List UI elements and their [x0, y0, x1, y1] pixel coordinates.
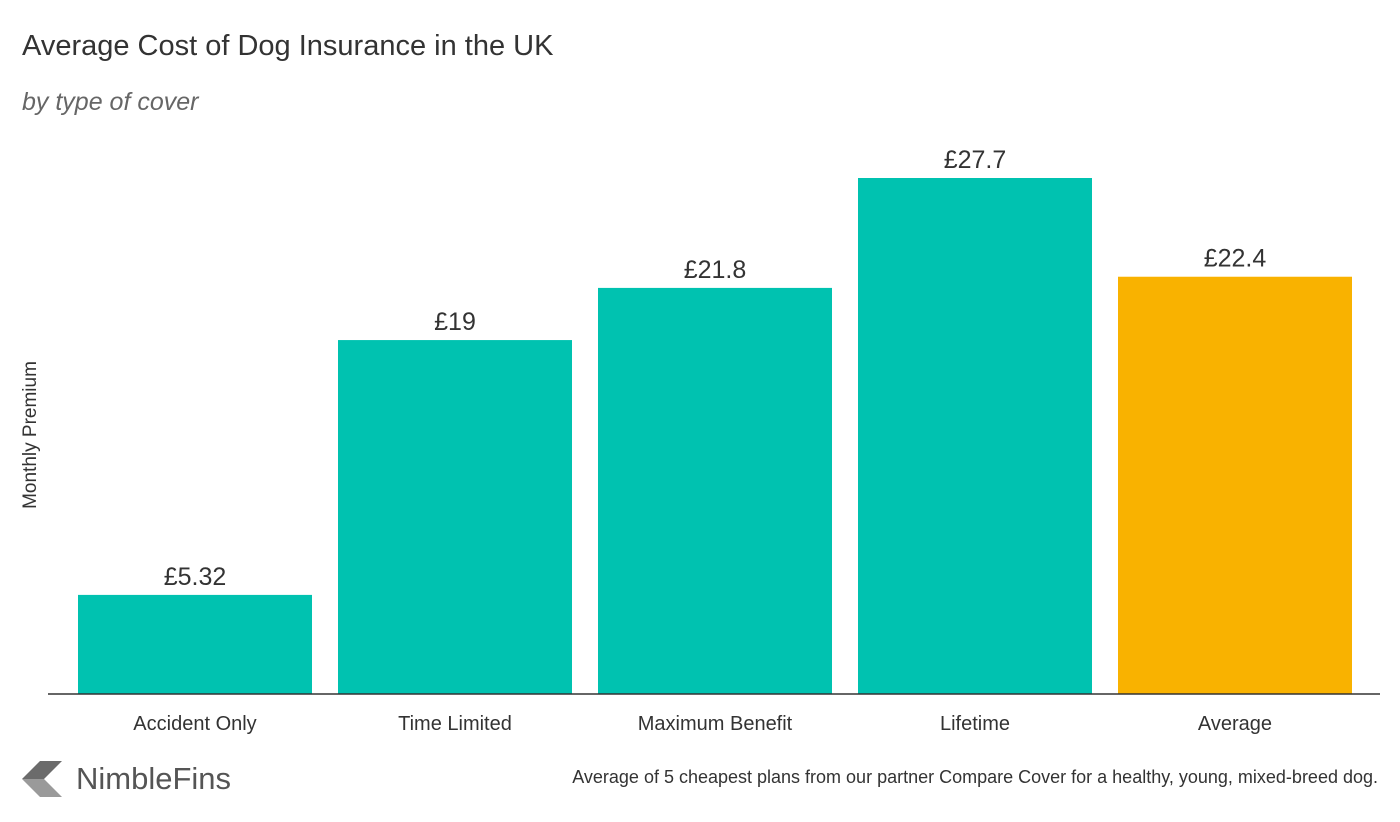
category-label-average: Average [1198, 713, 1272, 735]
value-label-lifetime: £27.7 [944, 146, 1007, 174]
category-label-maximum-benefit: Maximum Benefit [638, 713, 793, 735]
y-axis-label: Monthly Premium [20, 361, 41, 509]
brand-name: NimbleFins [76, 761, 232, 796]
value-label-group: £5.32 £19 £21.8 £27.7 £22.4 [164, 146, 1267, 591]
value-label-accident-only: £5.32 [164, 563, 227, 591]
value-label-maximum-benefit: £21.8 [684, 256, 747, 284]
bar-average [1118, 276, 1352, 694]
bar-group [78, 178, 1352, 694]
bar-accident-only [78, 594, 312, 694]
bar-lifetime [858, 178, 1092, 694]
category-label-group: Accident Only Time Limited Maximum Benefit… [133, 713, 1272, 735]
bar-time-limited [338, 340, 572, 694]
category-label-lifetime: Lifetime [940, 713, 1010, 735]
bar-maximum-benefit [598, 287, 832, 694]
nimblefins-chevron-logo-icon [22, 761, 62, 797]
category-label-accident-only: Accident Only [133, 713, 256, 735]
chart-title: Average Cost of Dog Insurance in the UK [22, 30, 554, 62]
brand: NimbleFins [20, 756, 231, 802]
category-label-time-limited: Time Limited [398, 713, 512, 735]
value-label-average: £22.4 [1204, 245, 1267, 273]
value-label-time-limited: £19 [434, 308, 476, 336]
chart-subtitle: by type of cover [22, 88, 199, 116]
footnote: Average of 5 cheapest plans from our par… [572, 767, 1378, 787]
